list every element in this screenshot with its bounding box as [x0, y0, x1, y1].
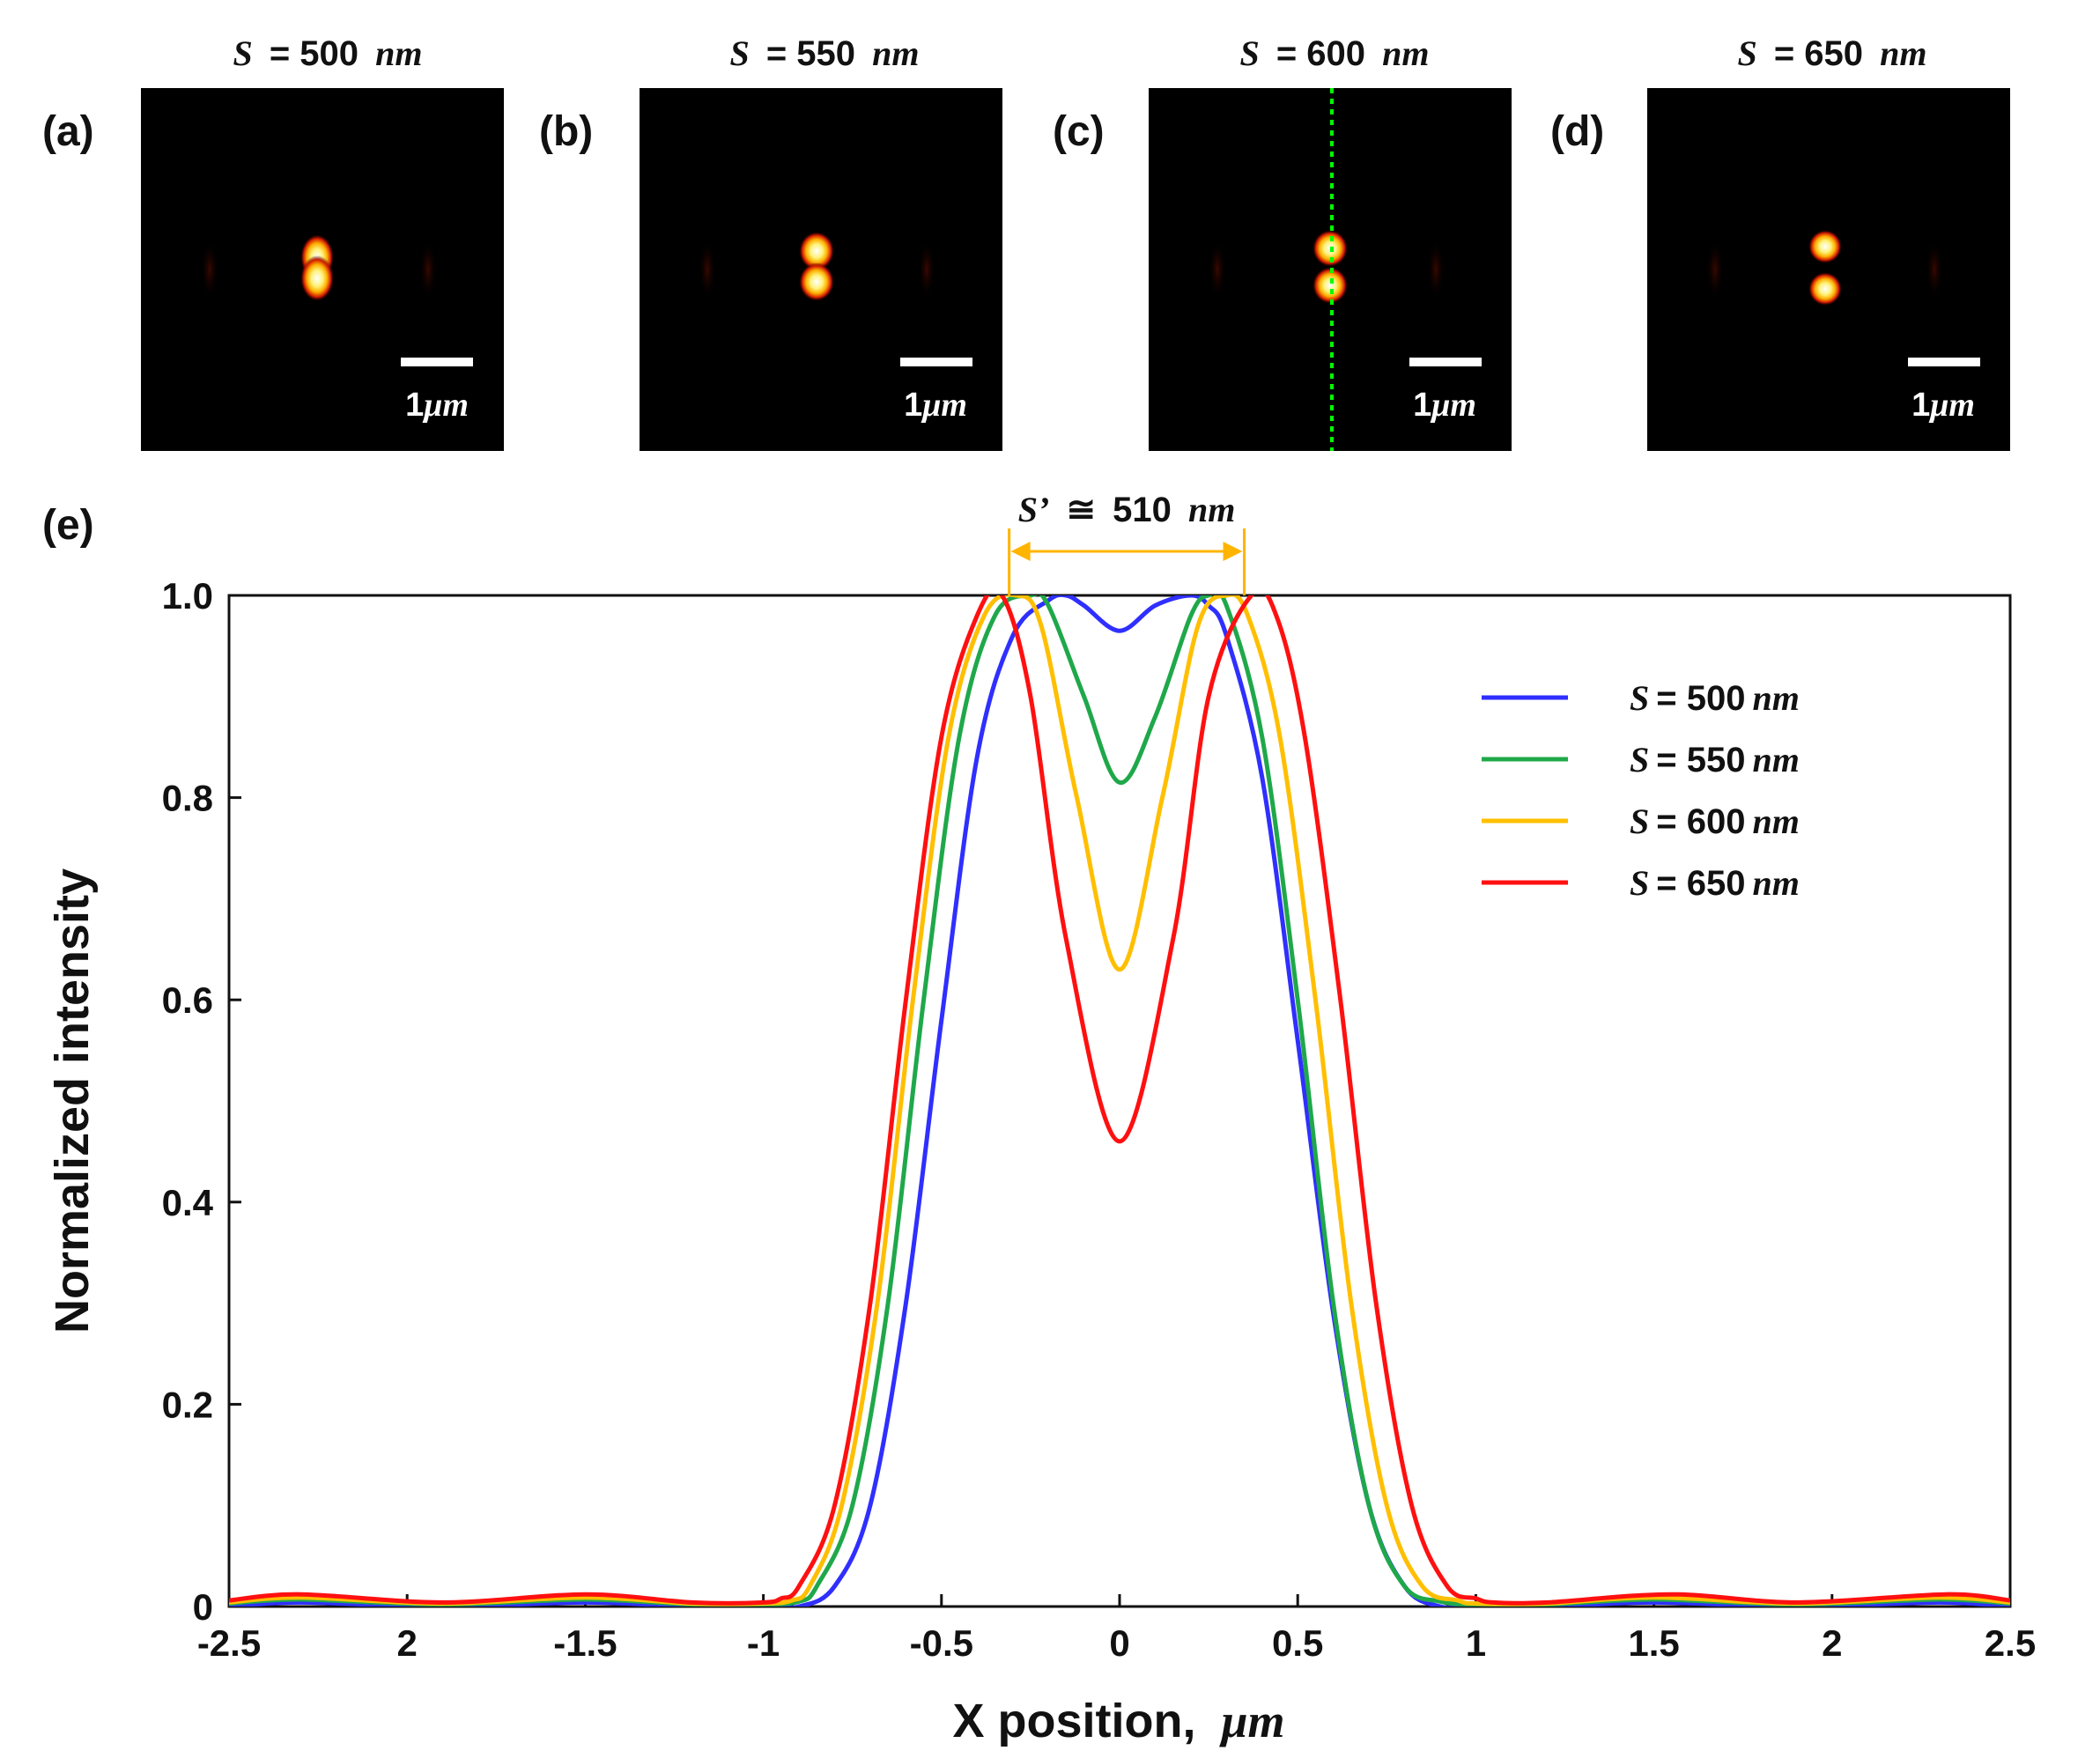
x-axis-label: X position, μm: [952, 1695, 1284, 1747]
panel-b-unit: nm: [872, 33, 919, 73]
panel-a-spot-bottom: [300, 255, 334, 301]
panel-a-scale-bar: [401, 358, 473, 366]
x-tick-label: -1: [747, 1622, 780, 1664]
y-axis-ticks: 0 0.2 0.4 0.6 0.8 1.0: [162, 575, 241, 1628]
legend-label-2: S = 550 nm: [1630, 740, 1800, 779]
panel-d-value: = 650: [1774, 34, 1863, 73]
line-chart: (e) 0 0.2 0.4 0.6 0.8 1.0 -2.5 2 -1.5 -1 -0.5 0 0.5…: [42, 490, 2036, 1747]
series-lines: [229, 595, 2010, 1607]
panel-a-var: S: [233, 33, 252, 73]
legend-label-1: S = 500 nm: [1630, 678, 1800, 718]
separation-annotation: S’ ≅ 510 nm: [1008, 490, 1246, 595]
y-tick-label: 0: [193, 1586, 213, 1628]
panel-d-spot-top: [1808, 230, 1842, 263]
legend: S = 500 nm S = 550 nm S = 600 nm S = 650 nm: [1482, 678, 1800, 903]
panel-d: (d) S = 650 nm 1μm: [1550, 33, 2010, 451]
x-tick-label: 2: [397, 1622, 418, 1664]
x-tick-label: -0.5: [910, 1622, 973, 1664]
x-tick-label: 0.5: [1272, 1622, 1323, 1664]
panel-d-side-lobe-left: [1706, 240, 1724, 299]
annotation-value: 510: [1113, 491, 1172, 529]
panel-c-letter: (c): [1053, 108, 1105, 155]
x-axis-label-unit: μm: [1218, 1695, 1284, 1747]
annotation-var: S’: [1018, 490, 1050, 529]
annotation-unit: nm: [1188, 490, 1235, 529]
panel-a-scale-label: 1μm: [405, 387, 469, 424]
panel-b-title: S = 550 nm: [729, 33, 919, 73]
panel-c-scale-num: 1: [1413, 387, 1431, 424]
panel-a-letter: (a): [42, 108, 94, 155]
panel-a-title: S = 500 nm: [233, 33, 422, 73]
y-tick-label: 0.8: [162, 778, 213, 819]
legend-label-3: S = 600 nm: [1630, 801, 1800, 841]
y-axis-label: Normalized intensity: [46, 868, 99, 1333]
series-line-3: [229, 595, 2010, 1607]
panel-c-side-lobe-right: [1427, 240, 1445, 299]
panel-c-scale-bar: [1409, 358, 1482, 366]
panel-b-scale-label: 1μm: [904, 387, 967, 424]
panel-c-scale-label: 1μm: [1413, 387, 1476, 424]
panel-b-scale-bar: [900, 358, 972, 366]
panel-c-unit: nm: [1382, 33, 1429, 73]
panel-c-scale-unit: μm: [1430, 387, 1476, 424]
panel-c-var: S: [1239, 33, 1259, 73]
panel-d-scale-unit: μm: [1928, 387, 1975, 424]
panel-b-scale-num: 1: [904, 387, 922, 424]
panel-d-scale-bar: [1908, 358, 1980, 366]
x-tick-label: -2.5: [197, 1622, 261, 1664]
panel-b-var: S: [729, 33, 749, 73]
x-tick-label: 1.5: [1628, 1622, 1679, 1664]
y-tick-label: 0.4: [162, 1182, 214, 1223]
x-axis-ticks: -2.5 2 -1.5 -1 -0.5 0 0.5 1 1.5 2 2.5: [197, 1594, 2036, 1664]
panel-a-unit: nm: [375, 33, 422, 73]
panel-b-side-lobe-right: [918, 240, 935, 299]
panel-c-spot-bottom: [1312, 267, 1348, 304]
panel-a-side-lobe-right: [419, 240, 437, 299]
panel-d-letter: (d): [1550, 108, 1604, 155]
panel-d-title: S = 650 nm: [1737, 33, 1926, 73]
panel-a: (a) S = 500 nm 1μm: [42, 33, 504, 451]
annotation-arrowhead-right: [1223, 542, 1243, 561]
y-tick-label: 0.6: [162, 979, 213, 1021]
panel-b-value: = 550: [766, 34, 855, 73]
panel-a-scale-unit: μm: [422, 387, 469, 424]
series-line-4: [229, 595, 2010, 1606]
x-tick-label: 1: [1466, 1622, 1486, 1664]
series-line-1: [229, 595, 2010, 1607]
panel-a-scale-num: 1: [405, 387, 424, 424]
panel-d-unit: nm: [1880, 33, 1926, 73]
panel-b-letter: (b): [539, 108, 593, 155]
panel-d-spot-bottom: [1808, 272, 1842, 306]
panel-d-scale-label: 1μm: [1911, 387, 1975, 424]
panel-c-value: = 600: [1276, 34, 1365, 73]
x-tick-label: 2: [1822, 1622, 1842, 1664]
x-tick-label: -1.5: [553, 1622, 617, 1664]
y-tick-label: 0.2: [162, 1384, 213, 1425]
panel-a-side-lobe-left: [201, 240, 218, 299]
x-tick-label: 2.5: [1985, 1622, 2036, 1664]
annotation-symbol: ≅: [1067, 491, 1097, 529]
panel-d-var: S: [1737, 33, 1756, 73]
panel-b: (b) S = 550 nm 1μm: [539, 33, 1002, 451]
x-tick-label: 0: [1109, 1622, 1129, 1664]
panel-c: (c) S = 600 nm 1μm: [1053, 33, 1512, 451]
legend-label-4: S = 650 nm: [1630, 863, 1800, 903]
y-tick-label: 1.0: [162, 575, 213, 617]
panel-b-spot-top: [799, 232, 834, 270]
chart-panel-label: (e): [42, 502, 94, 549]
panel-d-scale-num: 1: [1911, 387, 1930, 424]
panel-a-value: = 500: [270, 34, 359, 73]
panel-b-spot-bottom: [799, 262, 834, 301]
panel-c-side-lobe-left: [1209, 240, 1226, 299]
panel-c-title: S = 600 nm: [1239, 33, 1429, 73]
panel-b-side-lobe-left: [699, 240, 716, 299]
panel-d-side-lobe-right: [1926, 240, 1943, 299]
x-axis-label-text: X position,: [952, 1695, 1195, 1747]
annotation-arrowhead-left: [1010, 542, 1031, 561]
panel-b-scale-unit: μm: [921, 387, 967, 424]
annotation-label: S’ ≅ 510 nm: [1018, 490, 1236, 529]
